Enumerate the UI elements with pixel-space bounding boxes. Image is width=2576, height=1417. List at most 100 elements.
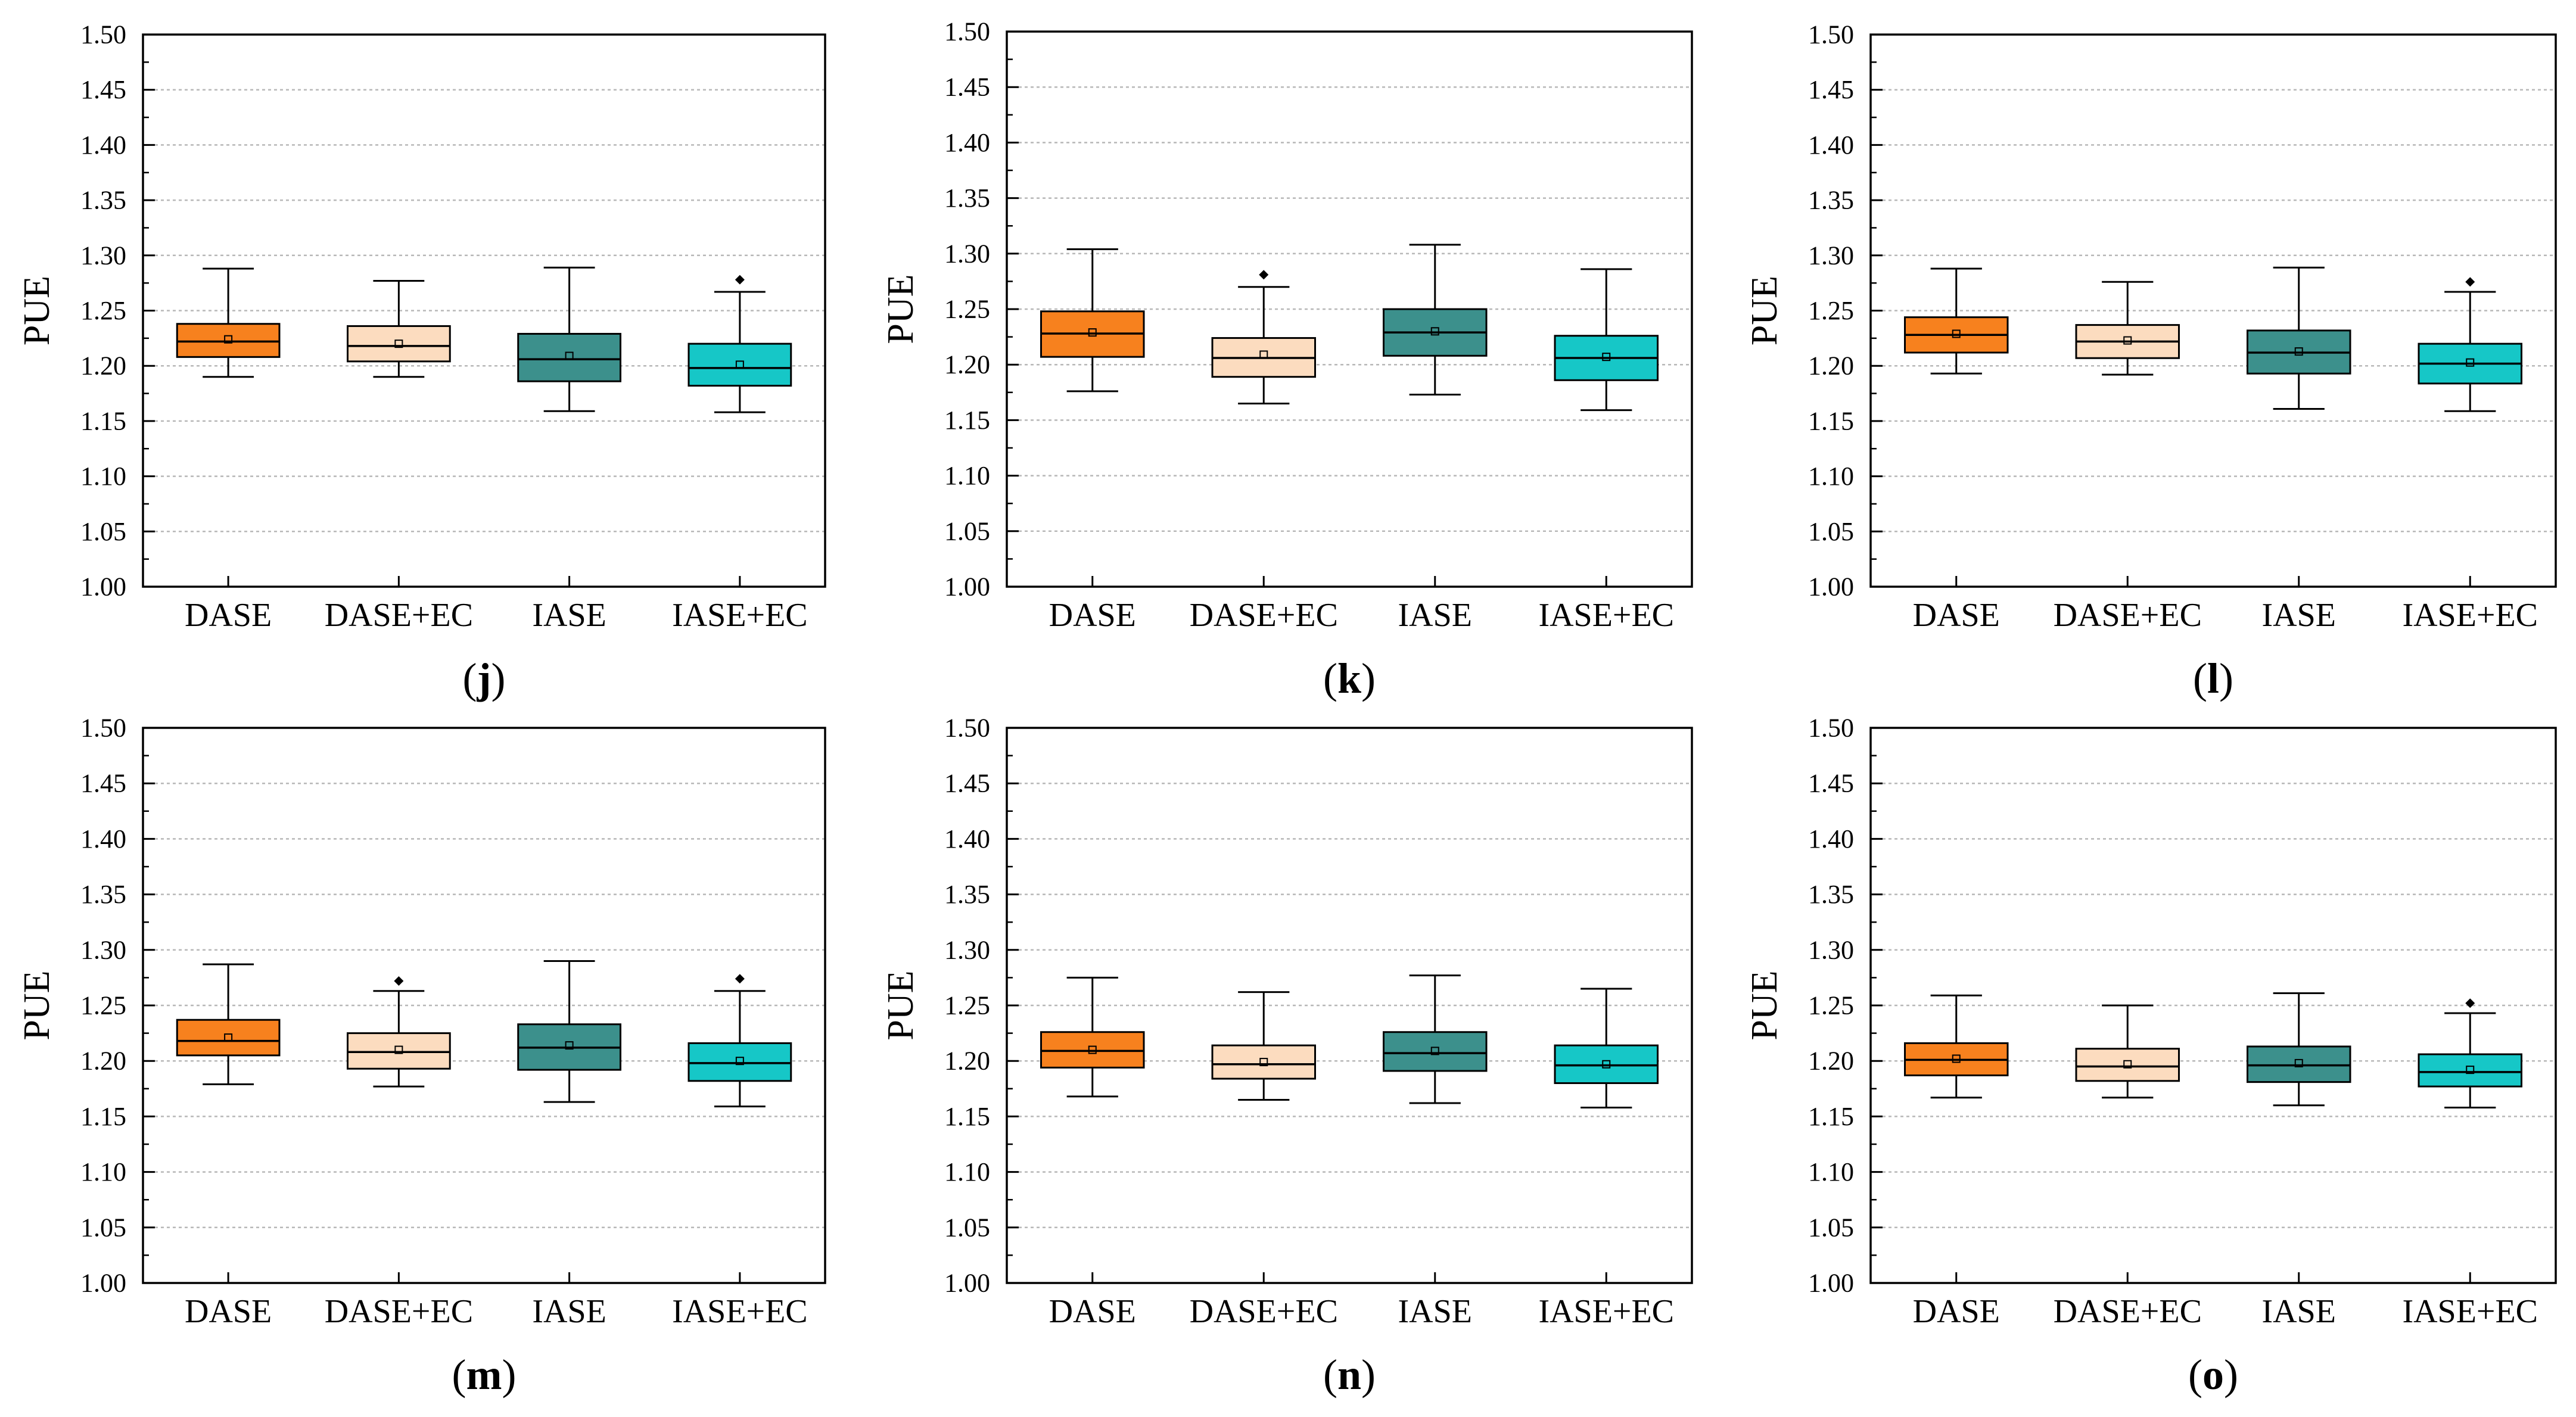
y-tick-label: 1.50	[944, 714, 990, 743]
x-tick-label: DASE+EC	[325, 1293, 473, 1330]
y-tick-label: 1.45	[80, 75, 126, 104]
y-tick-label: 1.25	[1808, 296, 1854, 325]
y-tick-label: 1.40	[80, 824, 126, 854]
panel-label: (n)	[1323, 1351, 1376, 1399]
x-tick-label: DASE	[1049, 1293, 1136, 1330]
y-tick-label: 1.10	[944, 461, 990, 490]
box-iase	[1383, 1031, 1488, 1072]
plot-frame	[1869, 727, 2557, 1284]
mean-marker	[2294, 347, 2303, 356]
y-tick-label: 1.35	[944, 183, 990, 213]
panel-label: (l)	[2193, 655, 2233, 702]
mean-marker	[2294, 1058, 2303, 1067]
panel-n: 1.00 1.05 1.10 1.15 1.20 1.25 1.30 1.35 1.40 1.45…	[881, 714, 1693, 1399]
panel-j: 1.00 1.05 1.10 1.15 1.20 1.25 1.30 1.35 1.40 1.45…	[17, 20, 826, 702]
y-tick-label: 1.10	[80, 462, 126, 491]
mean-marker	[2123, 336, 2132, 345]
mean-marker	[735, 1057, 744, 1066]
y-tick-label: 1.25	[80, 296, 126, 325]
y-tick-label: 1.20	[1808, 351, 1854, 381]
x-tick-label: DASE+EC	[2054, 1293, 2202, 1330]
y-tick-label: 1.50	[80, 20, 126, 49]
mean-marker	[224, 1033, 233, 1042]
y-tick-label: 1.20	[80, 351, 126, 381]
outlier-point	[735, 974, 745, 984]
box-iase-ec	[1554, 1044, 1659, 1084]
panel-label: (j)	[463, 655, 506, 702]
y-tick-label: 1.45	[1808, 75, 1854, 104]
y-tick-label: 1.50	[1808, 20, 1854, 49]
y-tick-label: 1.40	[944, 824, 990, 854]
y-tick-label: 1.20	[1808, 1047, 1854, 1076]
mean-marker	[1430, 1047, 1439, 1055]
x-tick-label: DASE	[1913, 1293, 2000, 1330]
panel-l: 1.00 1.05 1.10 1.15 1.20 1.25 1.30 1.35 1.40 1.45…	[1744, 20, 2557, 702]
x-tick-label: DASE	[1049, 597, 1136, 634]
panel-o: 1.00 1.05 1.10 1.15 1.20 1.25 1.30 1.35 1.40 1.45…	[1744, 714, 2557, 1399]
y-tick-label: 1.25	[1808, 991, 1854, 1020]
y-tick-label: 1.15	[944, 1102, 990, 1131]
y-tick-label: 1.50	[944, 17, 990, 46]
outlier-point	[735, 275, 745, 285]
y-tick-label: 1.05	[944, 516, 990, 546]
box-dase-ec	[2075, 1048, 2180, 1082]
mean-marker	[565, 351, 574, 360]
y-axis-label: PUE	[17, 276, 57, 345]
plot-frame	[142, 33, 826, 588]
y-tick-label: 1.10	[1808, 462, 1854, 491]
y-tick-label: 1.30	[80, 241, 126, 270]
y-tick-label: 1.00	[944, 1269, 990, 1298]
y-tick-label: 1.40	[944, 128, 990, 157]
plot-frame	[142, 727, 826, 1284]
box-dase	[176, 1019, 281, 1057]
mean-marker	[1088, 1045, 1097, 1054]
x-tick-label: DASE	[1913, 597, 2000, 634]
y-tick-label: 1.50	[1808, 714, 1854, 743]
outlier-point	[394, 976, 404, 986]
mean-marker	[1602, 353, 1611, 362]
y-tick-label: 1.30	[944, 935, 990, 964]
plot-frame	[1006, 30, 1693, 588]
x-tick-label: IASE	[532, 597, 606, 634]
y-tick-label: 1.25	[944, 991, 990, 1020]
x-tick-label: DASE	[185, 597, 272, 634]
mean-marker	[394, 340, 403, 348]
box-dase-ec	[347, 1032, 451, 1070]
y-tick-label: 1.35	[1808, 186, 1854, 215]
y-tick-label: 1.35	[80, 880, 126, 909]
x-tick-label: IASE+EC	[2402, 1293, 2538, 1330]
y-tick-label: 1.20	[944, 1047, 990, 1076]
mean-marker	[1952, 1054, 1961, 1063]
x-tick-label: IASE	[532, 1293, 606, 1330]
y-tick-label: 1.00	[944, 572, 990, 602]
y-tick-label: 1.45	[944, 73, 990, 102]
mean-marker	[394, 1045, 403, 1054]
y-tick-label: 1.25	[80, 991, 126, 1020]
mean-marker	[565, 1041, 574, 1050]
x-tick-label: IASE	[1398, 1293, 1472, 1330]
y-tick-label: 1.40	[1808, 824, 1854, 854]
y-tick-label: 1.15	[80, 406, 126, 435]
mean-marker	[2466, 358, 2475, 367]
y-tick-label: 1.45	[944, 769, 990, 798]
mean-marker	[1602, 1060, 1611, 1069]
y-tick-label: 1.15	[944, 406, 990, 435]
y-tick-label: 1.45	[80, 769, 126, 798]
y-axis-label: PUE	[17, 970, 57, 1040]
box-iase-ec	[687, 1042, 792, 1082]
y-tick-label: 1.15	[1808, 406, 1854, 435]
x-tick-label: IASE	[1398, 597, 1472, 634]
y-tick-label: 1.05	[1808, 1213, 1854, 1242]
y-tick-label: 1.15	[80, 1102, 126, 1131]
y-tick-label: 1.30	[1808, 241, 1854, 270]
y-tick-label: 1.10	[80, 1157, 126, 1186]
mean-marker	[2123, 1060, 2132, 1069]
y-tick-label: 1.25	[944, 295, 990, 324]
y-tick-label: 1.40	[1808, 130, 1854, 160]
y-tick-label: 1.50	[80, 714, 126, 743]
y-tick-label: 1.20	[944, 350, 990, 379]
mean-marker	[1259, 1058, 1268, 1067]
box-dase-ec	[1211, 1044, 1316, 1080]
x-tick-label: IASE+EC	[1538, 597, 1674, 634]
y-tick-label: 1.40	[80, 130, 126, 160]
